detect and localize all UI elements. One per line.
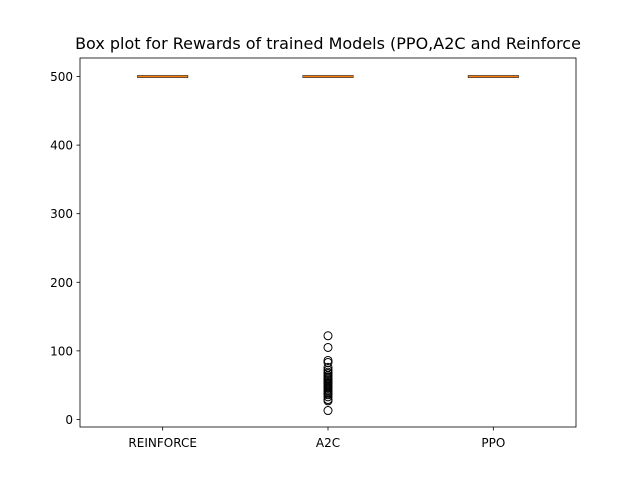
y-tick-label-400: 400 — [50, 139, 73, 153]
outlier-a2c-26 — [323, 406, 333, 416]
plot-area: 0 100 200 300 400 500 REINFORCE A2C PPO — [50, 57, 577, 450]
chart-title: Box plot for Rewards of trained Models (… — [75, 34, 581, 53]
x-tick-label-a2c: A2C — [316, 436, 340, 450]
y-tick-label-100: 100 — [50, 344, 73, 358]
y-tick-label-0: 0 — [65, 413, 73, 427]
axes-frame — [79, 57, 577, 428]
y-tick-label-200: 200 — [50, 276, 73, 290]
outlier-a2c-0 — [323, 331, 333, 341]
x-tick-label-reinforce: REINFORCE — [128, 436, 196, 450]
x-tick-label-ppo: PPO — [481, 436, 505, 450]
y-tick-label-500: 500 — [50, 70, 73, 84]
outlier-a2c-25 — [323, 396, 333, 406]
outlier-a2c-1 — [323, 342, 333, 352]
y-tick-label-300: 300 — [50, 207, 73, 221]
outlier-a2c-3 — [323, 358, 333, 368]
outlier-a2c-23 — [323, 392, 333, 402]
